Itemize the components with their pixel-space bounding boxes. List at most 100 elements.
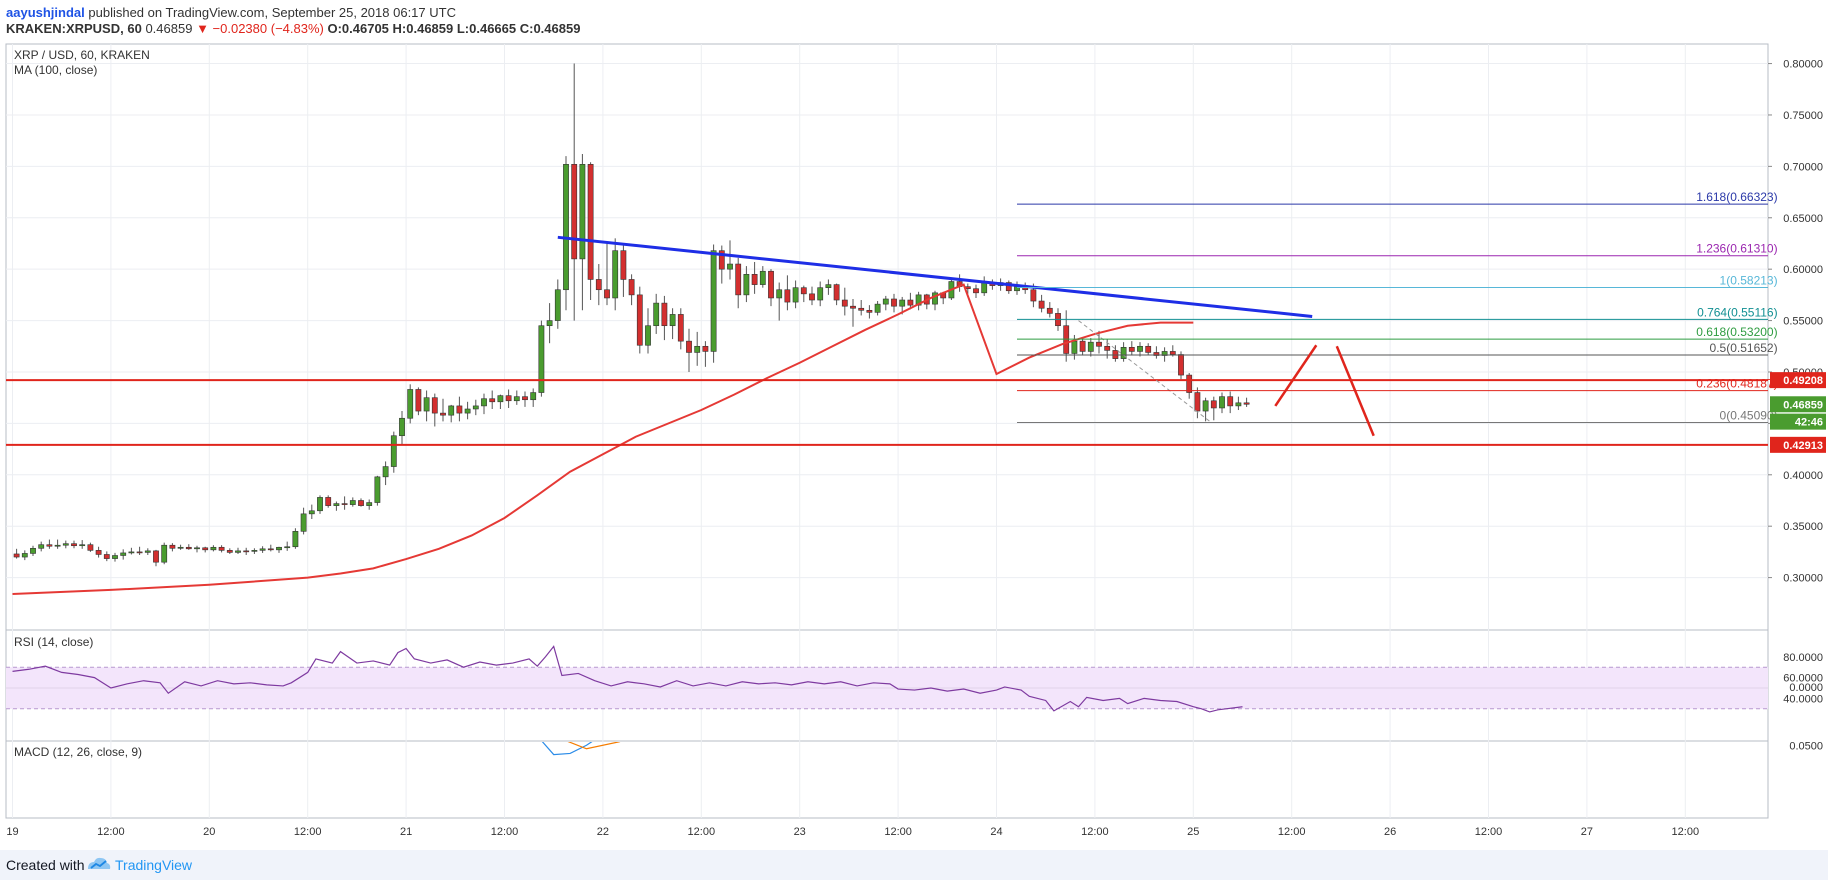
y-tick-label: 0.60000 [1783,264,1823,276]
candle-up [1161,351,1168,356]
time-axis[interactable]: 19 12:00 20 12:00 21 12:00 22 12:00 23 12:00 24 12:… [6,826,1699,838]
candle-down [907,299,914,306]
fib-level-label: 1(0.58213) [1720,274,1778,288]
candle-down [1079,340,1086,352]
candle-down [1227,396,1234,407]
candle-up [1087,341,1094,352]
price-badge-label: 0.46859 [1783,399,1823,411]
candle-up [366,502,373,506]
candle-down [735,263,742,296]
publish-line: aayushjindal published on TradingView.co… [6,6,456,20]
created-with-label: Created with [6,857,85,873]
price-axis[interactable]: 0.80000 0.75000 0.70000 0.65000 0.60000 0.550… [1768,59,1823,753]
tradingview-logo-icon[interactable] [86,854,112,874]
rsi-legend: RSI (14, close) [14,635,93,649]
candle-up [21,553,28,558]
candle-up [161,544,168,563]
x-tick-label: 21 [400,826,412,838]
candle-down [809,293,815,301]
candle-down [440,412,446,416]
candlestick-series [13,63,1250,567]
candle-up [284,546,291,549]
y-tick-label: 0.65000 [1783,213,1823,225]
candle-up [1137,345,1143,352]
candle-down [891,298,897,307]
candle-up [563,164,569,291]
candle-up [874,303,881,313]
candle-up [792,287,799,303]
candle-up [546,320,553,327]
fib-level-label: 0.618(0.53200) [1696,325,1777,339]
macd-plot [541,742,621,756]
tradingview-brand[interactable]: TradingView [115,857,193,873]
x-tick-label: 26 [1384,826,1396,838]
candle-up [382,466,389,478]
candle-up [579,164,586,260]
candle-up [554,289,561,321]
candle-down [571,164,578,260]
candle-up [317,497,323,512]
candle-up [817,287,824,301]
candle-down [71,543,77,547]
candle-down [841,299,848,307]
chart-header: aayushjindal published on TradingView.co… [0,0,1828,42]
candle-down [784,289,791,303]
fib-level-label: 0(0.45090) [1720,408,1778,422]
macd-tick-label: 0.0500 [1789,740,1823,752]
author-link[interactable]: aayushjindal [6,5,85,20]
candle-up [448,405,455,416]
chart-overlays [6,203,1768,596]
y-tick-label: 0.55000 [1783,316,1823,328]
candle-down [218,546,225,551]
candle-down [243,550,250,553]
candle-down [1005,282,1012,292]
candle-down [1243,402,1250,405]
chart-canvas[interactable]: 1.618(0.66323)1.236(0.61310)1(0.58213)0.… [0,42,1828,850]
candle-up [259,548,266,551]
candle-down [505,395,512,402]
candle-down [587,164,594,280]
candle-down [267,548,274,551]
macd-tick-label: 0.0000 [1789,682,1823,694]
y-tick-label: 0.35000 [1783,521,1823,533]
candle-down [800,287,807,295]
candle-up [653,302,660,327]
candle-up [612,250,619,299]
candle-up [399,417,405,437]
rsi-line [12,645,1243,713]
candle-down [103,554,110,559]
y-tick-label: 0.30000 [1783,573,1823,585]
candle-up [300,513,307,532]
candle-down [358,500,364,506]
candle-up [308,510,315,515]
x-tick-label: 12:00 [1672,826,1700,838]
candle-up [54,544,61,547]
candle-down [1096,341,1102,347]
candle-up [759,270,766,285]
x-tick-label: 24 [990,826,1002,838]
candle-up [530,392,537,401]
candle-down [415,389,422,412]
candle-down [153,550,159,563]
candle-up [333,503,340,506]
candle-up [899,299,906,307]
candle-down [522,396,528,401]
candle-down [185,546,192,550]
price-badge-label: 0.49208 [1783,375,1823,387]
candle-down [1063,325,1070,354]
candle-down [702,345,709,352]
candle-down [628,279,635,296]
ma-legend: MA (100, close) [14,63,97,77]
candle-up [210,546,217,551]
last-price: 0.46859 [145,21,193,36]
symbol-label: KRAKEN:XRPUSD, 60 [6,21,142,36]
candle-up [30,547,36,554]
candle-down [1145,345,1152,353]
candle-down [677,314,684,342]
candle-down [833,284,840,301]
candle-up [79,544,86,547]
y-tick-label: 0.75000 [1783,110,1823,122]
arrow-line [1274,344,1318,407]
candle-down [686,340,692,353]
price-badge [1770,372,1826,389]
